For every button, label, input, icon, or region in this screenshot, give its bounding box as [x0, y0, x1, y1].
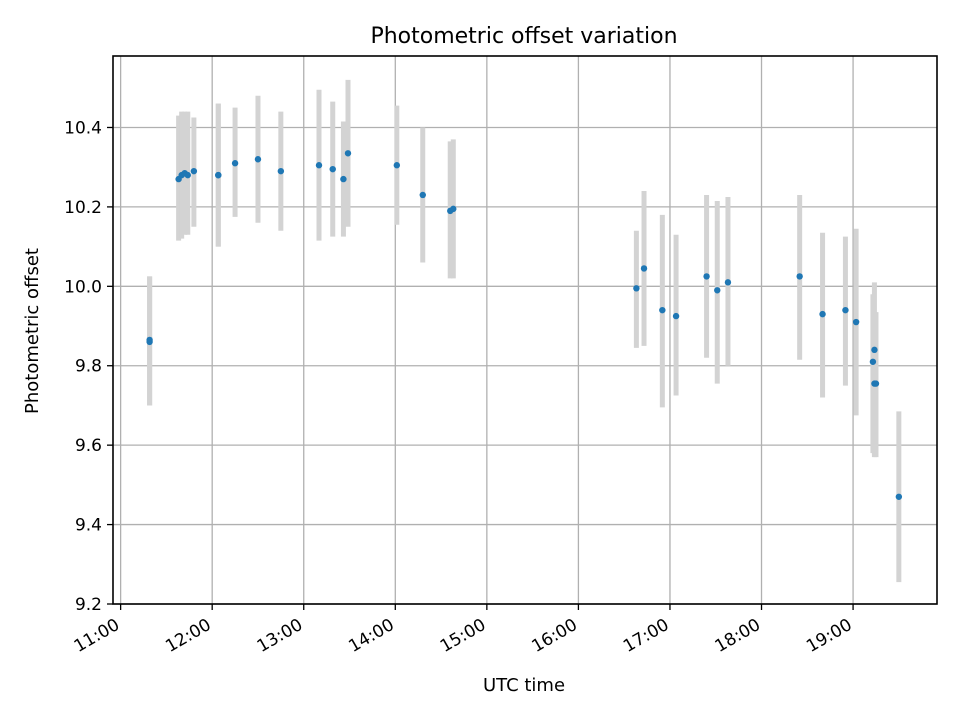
- data-point: [703, 273, 710, 280]
- data-point: [231, 160, 239, 167]
- data-point: [344, 150, 352, 157]
- data-point: [277, 167, 285, 175]
- data-point: [714, 287, 721, 294]
- data-point: [254, 156, 262, 163]
- data-point: [215, 171, 222, 179]
- data-point: [184, 171, 191, 179]
- data-points: [146, 150, 903, 500]
- y-axis-label: Photometric offset: [22, 248, 43, 414]
- x-axis-label: UTC time: [483, 675, 565, 696]
- data-point: [724, 279, 732, 286]
- data-point: [340, 175, 347, 183]
- data-point: [659, 306, 666, 314]
- data-point: [633, 285, 640, 292]
- chart-title: Photometric offset variation: [370, 24, 677, 49]
- y-tick-label: 9.4: [75, 516, 102, 536]
- data-point: [672, 312, 680, 320]
- data-point: [393, 162, 401, 169]
- y-tick-label: 10.0: [64, 277, 102, 297]
- data-point: [329, 165, 336, 173]
- y-tick-label: 9.2: [75, 595, 102, 615]
- data-point: [315, 162, 323, 169]
- plot-area-frame: [112, 55, 938, 605]
- data-point: [842, 306, 849, 314]
- y-axis-ticks: 9.2 9.4 9.6 9.8 10.0 10.2 10.4: [64, 118, 113, 615]
- data-point: [869, 358, 877, 365]
- data-point: [852, 318, 860, 326]
- data-point: [895, 493, 903, 500]
- y-tick-label: 9.8: [75, 357, 102, 377]
- data-point: [796, 273, 803, 280]
- data-point: [640, 265, 648, 272]
- data-point: [450, 205, 457, 213]
- y-tick-label: 10.2: [64, 198, 102, 218]
- data-point: [819, 310, 826, 318]
- data-point: [872, 380, 880, 387]
- data-point: [190, 167, 198, 175]
- y-tick-label: 10.4: [64, 118, 102, 138]
- data-point: [419, 191, 426, 199]
- data-point: [146, 338, 153, 346]
- data-point: [871, 346, 878, 354]
- y-tick-label: 9.6: [75, 436, 102, 456]
